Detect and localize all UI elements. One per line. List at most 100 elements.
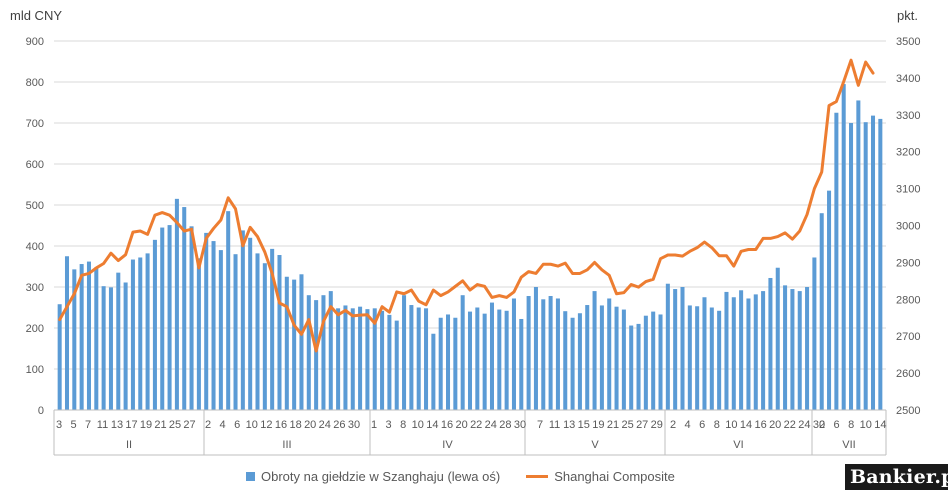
turnover-bar [805, 287, 810, 410]
turnover-bar [746, 298, 751, 410]
turnover-bar [416, 307, 421, 410]
day-label: 25 [169, 419, 181, 431]
day-label: 6 [834, 419, 840, 431]
right-axis-unit: pkt. [897, 8, 918, 23]
turnover-bar [585, 305, 590, 410]
day-label: 20 [769, 419, 781, 431]
month-label: VII [842, 439, 855, 451]
turnover-bar [79, 264, 84, 410]
day-label: 20 [304, 419, 316, 431]
left-tick-label: 400 [26, 241, 44, 253]
turnover-bar [306, 295, 311, 410]
turnover-bar [614, 306, 619, 410]
turnover-bar [643, 315, 648, 410]
turnover-bar [336, 308, 341, 410]
turnover-bar [240, 230, 245, 410]
turnover-bar [467, 311, 473, 410]
bankier-logo: Bankier.pl [845, 464, 948, 490]
month-label: II [126, 439, 132, 451]
month-label: V [591, 439, 599, 451]
turnover-bar [453, 317, 458, 410]
left-tick-label: 900 [26, 36, 44, 48]
turnover-bar [841, 84, 846, 411]
turnover-bar [94, 267, 99, 410]
day-label: 10 [246, 419, 258, 431]
turnover-bar [380, 310, 385, 410]
day-label: 14 [426, 419, 438, 431]
left-axis-ticks: 0 100 200 300 400 500 600 700 800 900 [26, 36, 44, 417]
day-label: 11 [549, 419, 560, 431]
turnover-bar [189, 226, 194, 410]
turnover-bar [314, 300, 319, 410]
turnover-bar [658, 314, 663, 410]
turnover-bar [775, 267, 780, 410]
turnover-bar [761, 291, 766, 410]
turnover-bar [446, 314, 451, 410]
day-label: 6 [234, 419, 240, 431]
turnover-bar [328, 291, 333, 410]
day-label: 30 [348, 419, 360, 431]
turnover-bar [64, 256, 70, 410]
turnover-bar [878, 118, 883, 411]
turnover-bar [108, 287, 113, 410]
left-tick-label: 800 [26, 77, 44, 89]
turnover-bar [167, 225, 172, 410]
turnover-bar [819, 213, 824, 410]
right-tick-label: 3300 [896, 110, 920, 122]
day-label: 12 [260, 419, 272, 431]
turnover-bar [482, 313, 487, 410]
turnover-bar [372, 308, 377, 410]
legend-label-composite: Shanghai Composite [554, 469, 675, 484]
turnover-bar [160, 227, 165, 410]
day-label: 18 [289, 419, 301, 431]
turnover-bar [753, 294, 758, 410]
turnover-bar [284, 276, 289, 410]
day-label: 11 [97, 419, 108, 431]
day-label: 14 [740, 419, 752, 431]
turnover-bar [673, 289, 678, 410]
turnover-bar [321, 295, 326, 410]
turnover-bar [570, 317, 575, 410]
left-tick-label: 200 [26, 323, 44, 335]
turnover-bar [86, 261, 91, 410]
turnover-bar [856, 100, 861, 410]
left-tick-label: 300 [26, 282, 44, 294]
day-label: 3 [386, 419, 392, 431]
turnover-bar [827, 190, 832, 410]
turnover-bar [783, 285, 788, 410]
turnover-bar [402, 295, 407, 410]
turnover-bar [555, 298, 560, 410]
turnover-bar [709, 307, 714, 410]
right-tick-label: 3500 [896, 36, 920, 48]
right-tick-label: 2900 [896, 257, 920, 269]
turnover-bar [182, 207, 187, 410]
turnover-bar [277, 255, 282, 410]
day-label: 24 [485, 419, 497, 431]
day-label: 7 [537, 419, 543, 431]
day-label: 25 [621, 419, 633, 431]
day-label: 13 [563, 419, 575, 431]
turnover-bar [299, 274, 304, 410]
turnover-bar [651, 311, 656, 410]
turnover-bar [152, 239, 157, 410]
day-label: 10 [725, 419, 737, 431]
turnover-bar [204, 232, 209, 410]
turnover-bar [138, 257, 143, 410]
day-label: 8 [714, 419, 720, 431]
turnover-bar [255, 253, 260, 410]
shanghai-composite-line [58, 58, 875, 353]
legend-swatch-turnover [246, 472, 255, 481]
legend-swatch-composite [526, 475, 549, 478]
turnover-bar [497, 309, 502, 410]
day-label: 30 [813, 419, 825, 431]
right-tick-label: 3100 [896, 184, 920, 196]
left-tick-label: 600 [26, 159, 44, 171]
left-axis-unit: mld CNY [10, 8, 63, 23]
turnover-bar [394, 320, 399, 410]
turnover-bar [702, 297, 707, 410]
right-tick-label: 3400 [896, 73, 920, 85]
turnover-bar [731, 297, 736, 410]
day-label: 26 [333, 419, 345, 431]
turnover-bar [387, 314, 392, 410]
